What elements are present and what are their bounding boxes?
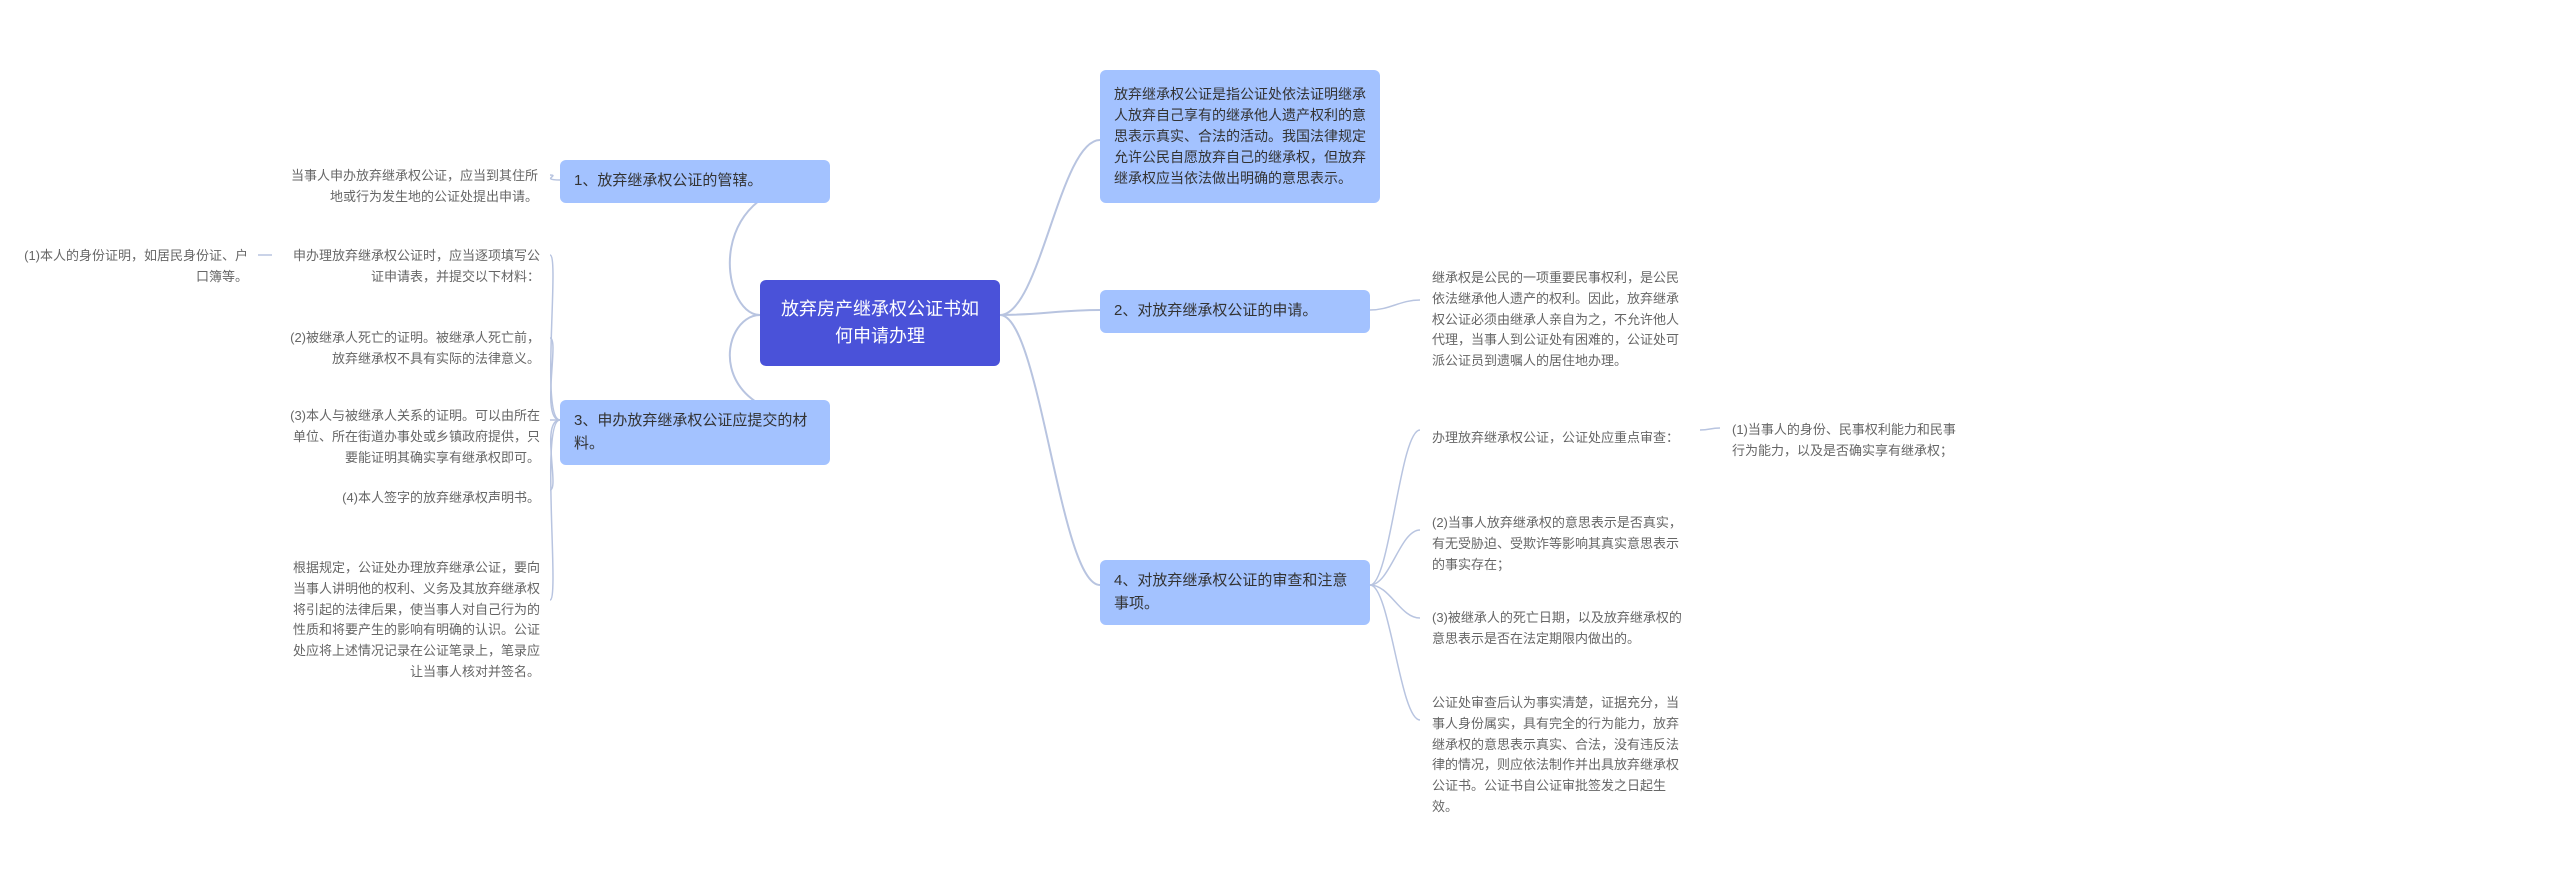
branch-3-leaf-5: 根据规定，公证处办理放弃继承公证，要向当事人讲明他的权利、义务及其放弃继承权将引… — [272, 550, 552, 691]
branch-4-leaf-2: (2)当事人放弃继承权的意思表示是否真实，有无受胁迫、受欺诈等影响其真实意思表示… — [1420, 505, 1700, 583]
intro-node[interactable]: 放弃继承权公证是指公证处依法证明继承人放弃自己享有的继承他人遗产权利的意思表示真… — [1100, 70, 1380, 203]
branch-2-label: 2、对放弃继承权公证的申请。 — [1114, 302, 1317, 319]
branch-4-label: 4、对放弃继承权公证的审查和注意事项。 — [1114, 572, 1347, 612]
branch-4-leaf-1-sub: (1)当事人的身份、民事权利能力和民事行为能力，以及是否确实享有继承权； — [1720, 412, 1970, 470]
branch-3-label: 3、申办放弃继承权公证应提交的材料。 — [574, 412, 807, 452]
branch-2-leaf-1: 继承权是公民的一项重要民事权利，是公民依法继承他人遗产的权利。因此，放弃继承权公… — [1420, 260, 1700, 380]
branch-3-leaf-1-sub: (1)本人的身份证明，如居民身份证、户口簿等。 — [10, 238, 260, 296]
branch-1-leaf-1: 当事人申办放弃继承权公证，应当到其住所地或行为发生地的公证处提出申请。 — [270, 158, 550, 216]
root-title: 放弃房产继承权公证书如何申请办理 — [781, 299, 979, 346]
branch-3-leaf-1: 申办理放弃继承权公证时，应当逐项填写公证申请表，并提交以下材料： — [272, 238, 552, 296]
intro-text: 放弃继承权公证是指公证处依法证明继承人放弃自己享有的继承他人遗产权利的意思表示真… — [1114, 86, 1366, 186]
branch-3[interactable]: 3、申办放弃继承权公证应提交的材料。 — [560, 400, 830, 465]
branch-3-leaf-2: (2)被继承人死亡的证明。被继承人死亡前，放弃继承权不具有实际的法律意义。 — [272, 320, 552, 378]
branch-1-label: 1、放弃继承权公证的管辖。 — [574, 172, 762, 189]
branch-4-leaf-1: 办理放弃继承权公证，公证处应重点审查： — [1420, 420, 1700, 457]
branch-4-leaf-3: (3)被继承人的死亡日期，以及放弃继承权的意思表示是否在法定期限内做出的。 — [1420, 600, 1700, 658]
branch-3-leaf-4: (4)本人签字的放弃继承权声明书。 — [272, 480, 552, 517]
branch-2[interactable]: 2、对放弃继承权公证的申请。 — [1100, 290, 1370, 333]
branch-3-leaf-3: (3)本人与被继承人关系的证明。可以由所在单位、所在街道办事处或乡镇政府提供，只… — [272, 398, 552, 476]
branch-1[interactable]: 1、放弃继承权公证的管辖。 — [560, 160, 830, 203]
branch-4[interactable]: 4、对放弃继承权公证的审查和注意事项。 — [1100, 560, 1370, 625]
branch-4-leaf-4: 公证处审查后认为事实清楚，证据充分，当事人身份属实，具有完全的行为能力，放弃继承… — [1420, 685, 1700, 826]
root-node[interactable]: 放弃房产继承权公证书如何申请办理 — [760, 280, 1000, 366]
